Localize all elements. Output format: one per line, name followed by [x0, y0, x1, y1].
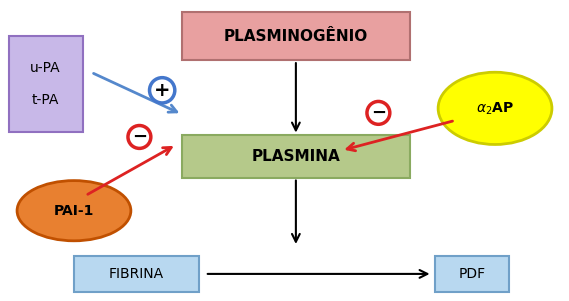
- FancyBboxPatch shape: [435, 256, 509, 292]
- FancyBboxPatch shape: [9, 36, 83, 132]
- Ellipse shape: [128, 126, 151, 148]
- Ellipse shape: [17, 181, 131, 241]
- Ellipse shape: [367, 101, 390, 124]
- Text: −: −: [371, 104, 386, 122]
- Ellipse shape: [438, 72, 552, 144]
- FancyBboxPatch shape: [182, 12, 410, 60]
- Text: +: +: [154, 81, 170, 100]
- Ellipse shape: [150, 78, 175, 103]
- FancyBboxPatch shape: [182, 135, 410, 178]
- Text: PAI-1: PAI-1: [54, 204, 94, 218]
- Text: PLASMINA: PLASMINA: [251, 149, 340, 164]
- FancyBboxPatch shape: [74, 256, 199, 292]
- Text: u-PA

t-PA: u-PA t-PA: [30, 61, 61, 107]
- Text: −: −: [132, 128, 147, 146]
- Text: FIBRINA: FIBRINA: [109, 267, 164, 281]
- Text: $\alpha_2$AP: $\alpha_2$AP: [476, 100, 514, 116]
- Text: PLASMINOGÊNIO: PLASMINOGÊNIO: [224, 29, 368, 44]
- Text: PDF: PDF: [459, 267, 486, 281]
